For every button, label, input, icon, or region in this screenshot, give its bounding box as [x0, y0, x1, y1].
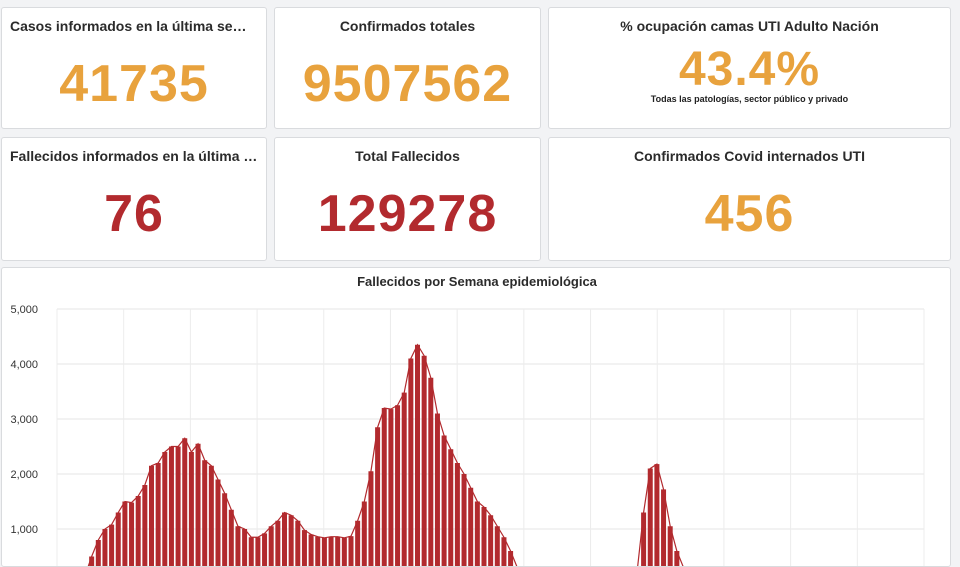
bar[interactable] — [216, 480, 221, 567]
bar[interactable] — [235, 526, 240, 567]
bar[interactable] — [435, 414, 440, 567]
bar[interactable] — [295, 521, 300, 567]
bar[interactable] — [149, 466, 154, 567]
bar[interactable] — [335, 537, 340, 567]
weekly-deaths-chart: Fallecidos por Semana epidemiológica 1,0… — [2, 268, 951, 567]
bar[interactable] — [189, 452, 194, 567]
y-tick-label: 3,000 — [10, 414, 38, 426]
y-tick-label: 5,000 — [10, 304, 38, 316]
card-total-deaths: Total Fallecidos 129278 — [274, 137, 541, 261]
y-tick-label: 2,000 — [10, 469, 38, 481]
bar[interactable] — [196, 444, 201, 567]
y-tick-label: 1,000 — [10, 524, 38, 536]
card-title: Fallecidos informados en la última se... — [10, 148, 258, 164]
bar[interactable] — [408, 359, 413, 567]
bar[interactable] — [202, 460, 207, 567]
bar[interactable] — [322, 538, 327, 567]
bar[interactable] — [375, 427, 380, 567]
card-value: 456 — [549, 184, 950, 244]
card-title: % ocupación camas UTI Adulto Nación — [557, 18, 942, 34]
bar[interactable] — [674, 551, 679, 567]
bar[interactable] — [242, 529, 247, 567]
bar[interactable] — [508, 551, 513, 567]
bar[interactable] — [136, 496, 141, 567]
card-weekly-cases: Casos informados en la última semana 417… — [1, 7, 267, 129]
bar[interactable] — [315, 537, 320, 567]
bar[interactable] — [349, 536, 354, 567]
bar[interactable] — [142, 485, 147, 567]
bar[interactable] — [422, 356, 427, 567]
bar[interactable] — [482, 507, 487, 567]
card-subtitle: Todas las patologías, sector público y p… — [549, 94, 950, 104]
bar[interactable] — [176, 447, 181, 567]
bar[interactable] — [109, 525, 114, 567]
bar[interactable] — [368, 471, 373, 567]
bar[interactable] — [428, 378, 433, 567]
bar[interactable] — [122, 502, 127, 567]
bar[interactable] — [169, 447, 174, 567]
bar[interactable] — [468, 488, 473, 567]
bar[interactable] — [362, 502, 367, 567]
bar[interactable] — [462, 474, 467, 567]
bar[interactable] — [654, 464, 659, 567]
card-title: Confirmados totales — [283, 18, 532, 34]
bar[interactable] — [388, 409, 393, 567]
bar[interactable] — [116, 513, 121, 567]
y-axis: 1,000 2,000 3,000 4,000 5,000 — [10, 304, 38, 536]
bars — [83, 345, 693, 567]
bar[interactable] — [382, 408, 387, 567]
bar[interactable] — [275, 521, 280, 567]
bar[interactable] — [329, 537, 334, 567]
card-title: Confirmados Covid internados UTI — [557, 148, 942, 164]
y-tick-label: 4,000 — [10, 359, 38, 371]
bar[interactable] — [182, 438, 187, 567]
bar[interactable] — [222, 493, 227, 567]
card-value: 41735 — [2, 54, 266, 114]
bar[interactable] — [255, 537, 260, 567]
card-value: 43.4% — [549, 42, 950, 97]
bar[interactable] — [262, 533, 267, 567]
bar[interactable] — [342, 538, 347, 567]
bar[interactable] — [289, 515, 294, 567]
bar[interactable] — [442, 436, 447, 567]
card-title: Casos informados en la última semana — [10, 18, 258, 34]
bar[interactable] — [249, 537, 254, 567]
bar[interactable] — [102, 529, 107, 567]
bar[interactable] — [229, 510, 234, 567]
bar[interactable] — [495, 526, 500, 567]
bar[interactable] — [402, 393, 407, 567]
bar[interactable] — [448, 449, 453, 567]
card-value: 9507562 — [275, 54, 540, 114]
card-value: 76 — [2, 184, 266, 244]
bar[interactable] — [475, 502, 480, 567]
bar[interactable] — [641, 513, 646, 567]
bar[interactable] — [269, 526, 274, 567]
card-value: 129278 — [275, 184, 540, 244]
card-icu-inpatients: Confirmados Covid internados UTI 456 — [548, 137, 951, 261]
bar[interactable] — [395, 405, 400, 567]
bar[interactable] — [209, 466, 214, 567]
bar[interactable] — [282, 513, 287, 567]
card-total-confirmed: Confirmados totales 9507562 — [274, 7, 541, 129]
bar[interactable] — [129, 503, 134, 567]
bar[interactable] — [162, 452, 167, 567]
bar[interactable] — [309, 535, 314, 567]
bar[interactable] — [488, 515, 493, 567]
card-icu-occupancy: % ocupación camas UTI Adulto Nación 43.4… — [548, 7, 951, 129]
chart-panel: Fallecidos por Semana epidemiológica 1,0… — [1, 267, 951, 567]
bar[interactable] — [156, 463, 161, 567]
chart-title: Fallecidos por Semana epidemiológica — [357, 274, 598, 289]
card-weekly-deaths: Fallecidos informados en la última se...… — [1, 137, 267, 261]
bar[interactable] — [455, 463, 460, 567]
bar[interactable] — [415, 345, 420, 567]
card-title: Total Fallecidos — [283, 148, 532, 164]
bar[interactable] — [302, 530, 307, 567]
bar[interactable] — [355, 521, 360, 567]
